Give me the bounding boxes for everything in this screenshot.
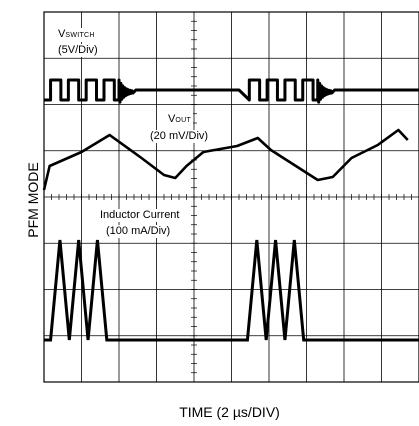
vswitch-trace <box>44 78 419 104</box>
y-axis-label: PFM MODE <box>25 162 41 238</box>
vswitch-scale-label: (5V/Div) <box>56 44 100 57</box>
vswitch-label: VSWITCH <box>56 28 97 42</box>
vout-trace <box>42 128 409 191</box>
inductor-current-scale-label: (100 mA/Div) <box>104 225 173 238</box>
grid <box>43 11 419 383</box>
inductor-current-trace <box>44 239 419 342</box>
vout-label: VOUT <box>166 113 194 127</box>
inductor-current-label: Inductor Current <box>98 209 182 222</box>
vout-scale-label: (20 mV/Div) <box>148 130 211 143</box>
x-axis-label: TIME (2 µs/DIV) <box>179 404 280 420</box>
traces <box>42 78 419 342</box>
